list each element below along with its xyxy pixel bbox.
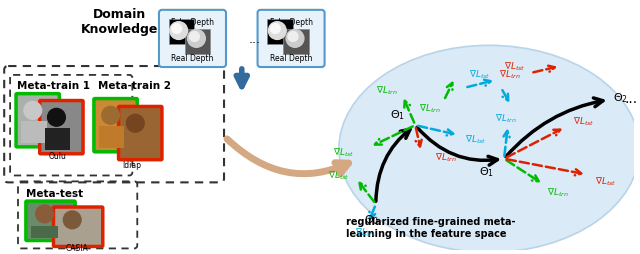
Text: Oulu: Oulu [49,151,67,160]
FancyBboxPatch shape [26,201,75,241]
FancyBboxPatch shape [45,129,70,150]
Text: Real Depth: Real Depth [172,54,214,63]
FancyBboxPatch shape [118,107,162,160]
Circle shape [189,33,200,42]
Text: Fake Depth: Fake Depth [269,18,312,27]
Ellipse shape [339,46,639,252]
FancyBboxPatch shape [94,99,137,152]
Text: $\nabla L_{trn}$: $\nabla L_{trn}$ [376,84,397,97]
Circle shape [24,102,42,120]
Text: $\nabla L_{tst}$: $\nabla L_{tst}$ [333,146,354,158]
Text: Real Depth: Real Depth [270,54,312,63]
Circle shape [270,25,280,34]
Circle shape [268,23,286,40]
FancyBboxPatch shape [54,207,103,246]
FancyBboxPatch shape [16,94,60,147]
Circle shape [286,30,304,48]
Circle shape [127,115,144,133]
FancyBboxPatch shape [159,11,226,68]
FancyBboxPatch shape [283,29,309,55]
FancyBboxPatch shape [40,101,83,154]
FancyBboxPatch shape [268,20,293,45]
Text: $\Theta_0$: $\Theta_0$ [364,212,380,226]
Text: regularized fine-grained meta-
learning in the feature space: regularized fine-grained meta- learning … [346,216,516,238]
FancyBboxPatch shape [31,226,58,238]
FancyBboxPatch shape [257,11,324,68]
Text: $\nabla L_{trn}$: $\nabla L_{trn}$ [495,112,517,124]
Circle shape [188,30,205,48]
FancyBboxPatch shape [169,20,195,45]
Circle shape [102,107,120,125]
Text: $\Theta_2$: $\Theta_2$ [614,91,628,105]
Text: $\nabla L_{tst}$: $\nabla L_{tst}$ [328,169,349,181]
Text: $\Theta_1$: $\Theta_1$ [390,108,405,122]
Text: Meta-train 2: Meta-train 2 [98,81,171,90]
Circle shape [170,23,188,40]
Text: Idiap: Idiap [122,160,141,169]
Text: $\nabla L_{tst}$: $\nabla L_{tst}$ [595,174,616,187]
Text: $\nabla L_{tst}$: $\nabla L_{tst}$ [465,133,486,146]
Circle shape [36,205,54,223]
Text: $\Theta_1$: $\Theta_1$ [479,165,494,179]
Text: $\nabla L_{trn}$: $\nabla L_{trn}$ [435,151,457,163]
Text: $\nabla L_{trn}$: $\nabla L_{trn}$ [355,226,377,238]
FancyBboxPatch shape [99,127,124,148]
Text: Fake Depth: Fake Depth [171,18,214,27]
Text: $\nabla L_{tst}$: $\nabla L_{tst}$ [468,68,490,81]
Text: Domain
Knowledge: Domain Knowledge [81,8,158,36]
Text: ...: ... [248,33,260,46]
Text: $\nabla L_{tst}$: $\nabla L_{tst}$ [573,116,595,128]
Circle shape [172,25,182,34]
Text: CASIA: CASIA [66,244,88,252]
Text: $\nabla L_{trn}$: $\nabla L_{trn}$ [419,102,441,114]
Text: Meta-test: Meta-test [26,188,83,198]
Text: ...: ... [625,91,637,105]
Text: Meta-train 1: Meta-train 1 [17,81,90,90]
Text: $\nabla L_{trn}$: $\nabla L_{trn}$ [547,186,569,199]
Circle shape [47,109,65,127]
Circle shape [63,211,81,229]
FancyBboxPatch shape [184,29,210,55]
Text: $\nabla L_{tst}$: $\nabla L_{tst}$ [504,60,525,73]
FancyBboxPatch shape [21,122,47,143]
Text: $\nabla L_{trn}$: $\nabla L_{trn}$ [499,68,521,81]
Circle shape [288,33,298,42]
